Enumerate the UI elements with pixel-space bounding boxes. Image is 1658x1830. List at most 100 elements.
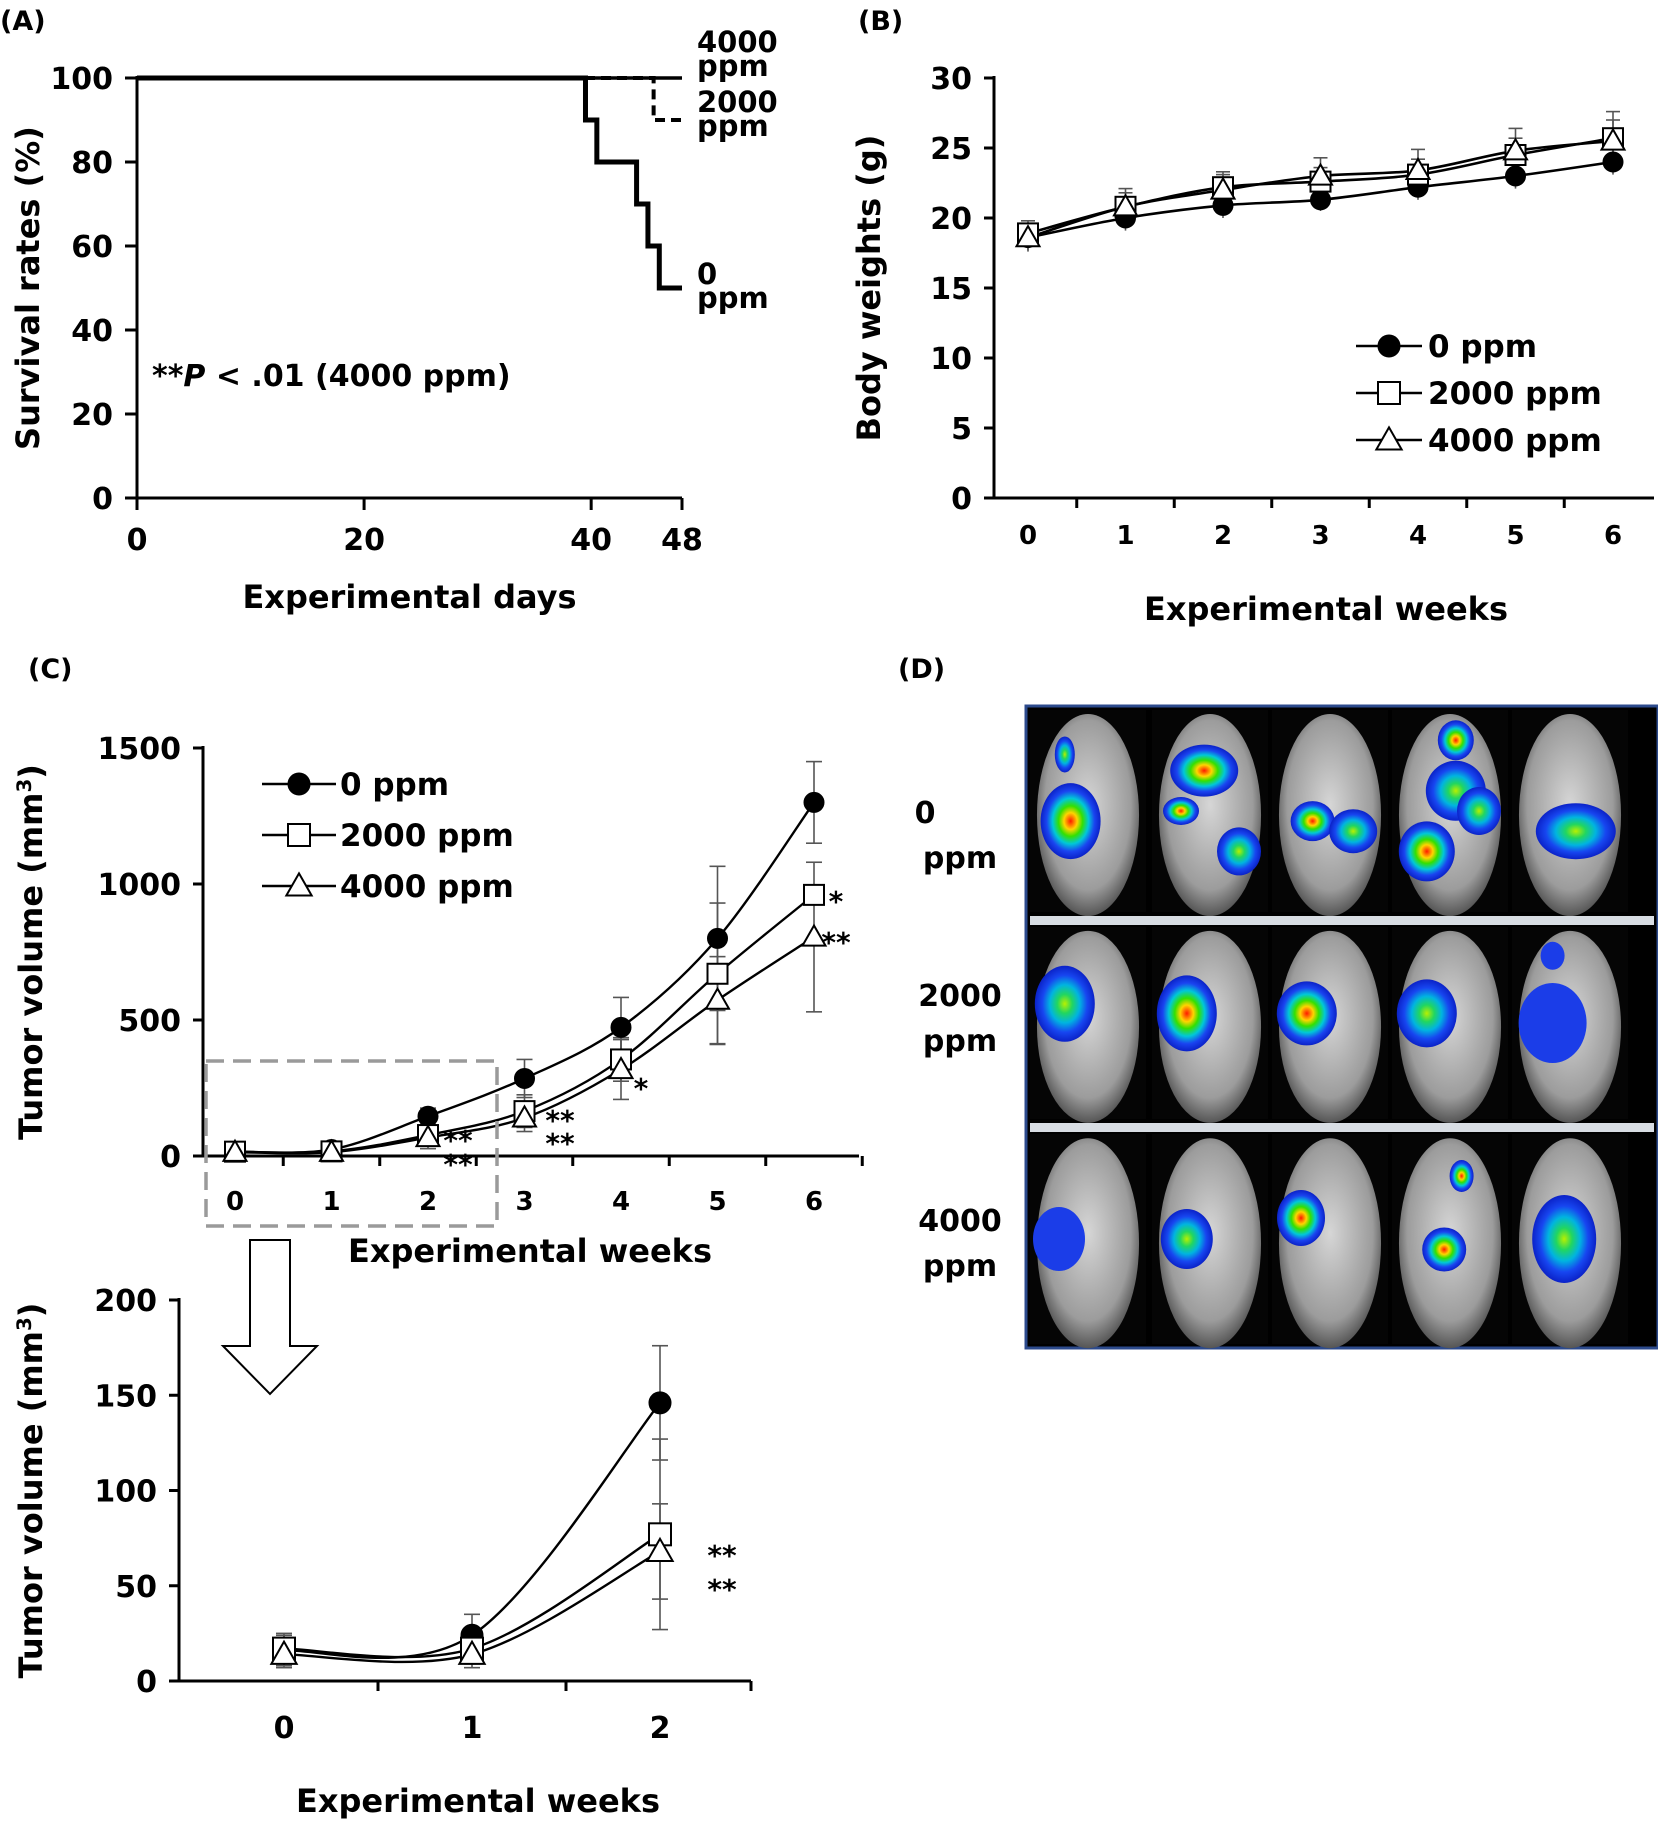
- y-tick-label: 5: [951, 412, 972, 447]
- data-point-4000-ppm: [318, 1138, 345, 1162]
- bioluminescence-signal: [1535, 803, 1616, 860]
- bioluminescence-signal: [1329, 809, 1378, 854]
- significance-mark: **: [545, 1127, 575, 1160]
- y-tick-label: 20: [930, 202, 972, 237]
- panel-c-tumor-volume-chart: 0 500 1000 1500 0 1 2 3 4 5 6 Experimental weeks Tum…: [12, 732, 864, 1270]
- bioluminescence-signal: [1540, 941, 1565, 970]
- bioluminescence-signal: [1163, 797, 1199, 825]
- x-tick-label: 0: [226, 1187, 244, 1217]
- y-tick-label: 15: [930, 272, 972, 307]
- data-point-0-ppm: [803, 791, 825, 813]
- x-tick-label: 1: [322, 1187, 340, 1217]
- legend-label: 2000 ppm: [1428, 376, 1602, 412]
- bioluminescence-signal: [1396, 979, 1457, 1048]
- data-point-4000-ppm: [511, 1104, 538, 1128]
- x-tick-label: 4: [612, 1187, 630, 1217]
- survival-line-0-ppm: [137, 75, 682, 291]
- x-tick-label: 48: [661, 523, 703, 558]
- data-point-4000-ppm: [1404, 156, 1432, 181]
- y-tick-label: 200: [94, 1284, 157, 1319]
- x-tick-label: 4: [1409, 521, 1427, 551]
- x-tick-label: 5: [1506, 521, 1524, 551]
- x-tick-label: 40: [570, 523, 612, 558]
- data-point-2000-ppm: [803, 883, 825, 906]
- data-point-4000-ppm: [704, 986, 731, 1010]
- series-end-label-dose: 2000: [697, 85, 778, 119]
- y-axis-label: Body weights (g): [850, 135, 888, 442]
- data-point-4000-ppm: [1307, 162, 1334, 186]
- zoom-region-box: [204, 1059, 499, 1228]
- series-end-label-unit: ppm: [697, 49, 769, 83]
- y-tick-label: 25: [930, 132, 972, 167]
- significance-annotation: **P < .01 (4000 ppm): [152, 359, 511, 394]
- y-tick-label: 50: [115, 1570, 157, 1605]
- series-end-label-dose: 0: [697, 257, 717, 291]
- y-tick-label: 1500: [98, 732, 182, 767]
- panel-c-label: (C): [28, 654, 73, 685]
- panel-c-inset-chart: 0 50 100 150 200 0 1 2 Experimental weeks Tumor v…: [12, 1284, 753, 1820]
- row-divider: [1030, 1123, 1654, 1132]
- data-point-4000-ppm: [457, 1639, 487, 1665]
- y-tick-label: 30: [930, 62, 972, 97]
- bioluminescence-signal: [1160, 1209, 1213, 1269]
- mouse-body: [1036, 1138, 1140, 1349]
- legend-marker: [287, 823, 311, 847]
- significance-mark: **: [707, 1573, 737, 1606]
- significance-mark: **: [821, 926, 851, 959]
- data-point-0-ppm: [1310, 189, 1331, 211]
- bioluminescence-signal: [1449, 1160, 1474, 1192]
- bioluminescence-signal: [1170, 744, 1239, 797]
- data-point-4000-ppm: [607, 1055, 635, 1080]
- series-end-label-unit: ppm: [697, 281, 769, 315]
- significance-mark: *: [829, 885, 844, 918]
- data-point-0-ppm: [648, 1391, 672, 1415]
- significance-mark: **: [443, 1148, 473, 1181]
- y-tick-label: 60: [71, 230, 113, 265]
- bioluminescence-signal: [1437, 720, 1474, 761]
- data-point-0-ppm: [1505, 165, 1526, 187]
- x-tick-label: 0: [1019, 521, 1037, 551]
- legend-label: 4000 ppm: [1428, 423, 1602, 459]
- significance-mark: *: [634, 1072, 649, 1105]
- x-tick-label: 6: [805, 1187, 823, 1217]
- x-tick-label: 0: [274, 1711, 295, 1746]
- x-tick-label: 3: [1311, 521, 1329, 551]
- y-tick-label: 20: [71, 398, 113, 433]
- bioluminescence-signal: [1457, 787, 1501, 835]
- data-point-0-ppm: [417, 1105, 439, 1127]
- significance-mark: **: [443, 1124, 473, 1157]
- zoom-down-arrow: [220, 1239, 320, 1396]
- row-label-4000ppm-dose: 4000: [918, 1204, 1002, 1239]
- bioluminescence-signal: [1518, 983, 1587, 1063]
- bioluminescence-signal: [1033, 1207, 1085, 1271]
- x-tick-label: 0: [127, 523, 148, 558]
- row-label-4000ppm-unit: ppm: [923, 1249, 997, 1284]
- bioluminescence-signal: [1398, 821, 1455, 882]
- survival-line-2000-ppm: [137, 76, 682, 122]
- y-axis-label: Survival rates (%): [9, 126, 47, 450]
- data-point-0-ppm: [1602, 151, 1624, 173]
- panel-b-label: (B): [858, 6, 903, 37]
- x-tick-label: 2: [650, 1711, 671, 1746]
- series-end-label-unit: ppm: [697, 109, 769, 143]
- x-tick-label: 1: [462, 1711, 483, 1746]
- panel-d-bioluminescence-images: 0 ppm 2000 ppm 4000 ppm: [915, 704, 1658, 1350]
- x-axis-label: Experimental weeks: [296, 1782, 660, 1820]
- y-axis-label: Tumor volume (mm3): [12, 764, 50, 1140]
- data-point-4000-ppm: [269, 1639, 299, 1665]
- bioluminescence-signal: [1276, 981, 1337, 1046]
- panel-a-label: (A): [0, 6, 46, 37]
- y-tick-label: 500: [118, 1004, 181, 1039]
- data-point-4000-ppm: [221, 1138, 249, 1162]
- y-tick-label: 150: [94, 1379, 157, 1414]
- panel-a-survival-chart: 0 20 40 60 80 100 0 20 40 48 Experimental days Surv…: [9, 25, 778, 616]
- x-axis-label: Experimental weeks: [1144, 590, 1508, 628]
- legend-marker: [287, 772, 311, 796]
- x-tick-label: 1: [1116, 521, 1134, 551]
- x-axis-label: Experimental days: [242, 578, 576, 616]
- bioluminescence-signal: [1217, 827, 1261, 876]
- bioluminescence-signal: [1034, 965, 1095, 1042]
- bioluminescence-signal: [1156, 975, 1217, 1052]
- data-point-4000-ppm: [414, 1123, 442, 1148]
